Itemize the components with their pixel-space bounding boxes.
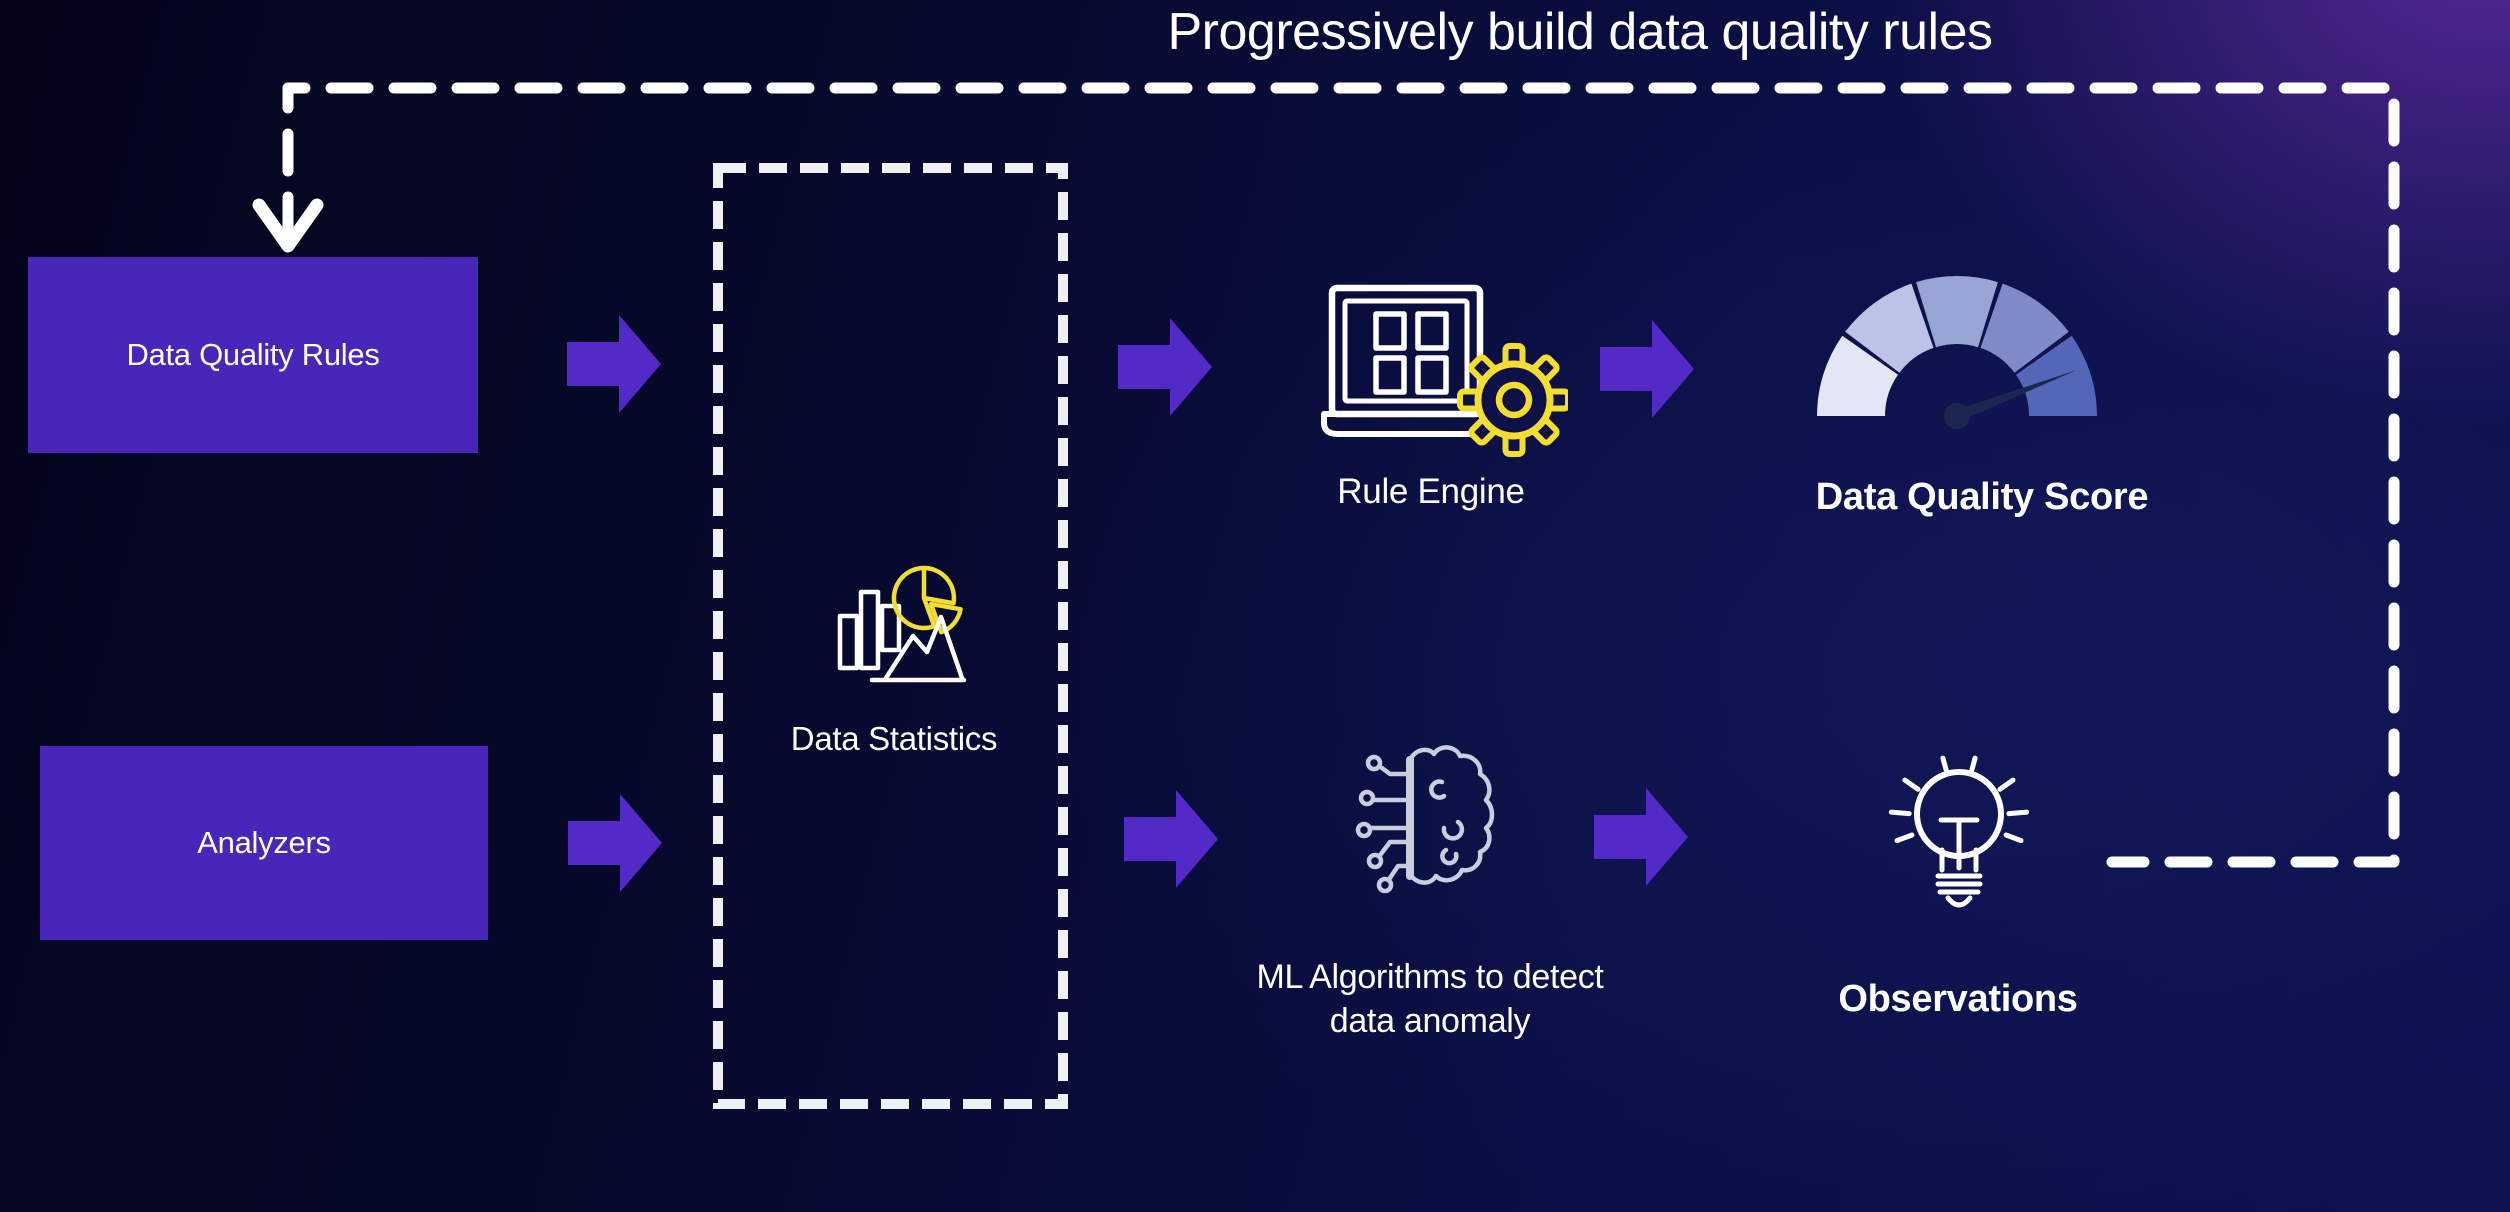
observations-label: Observations [1838,978,2078,1020]
laptop-gear-icon [1321,284,1568,457]
light-rays [1888,755,2030,844]
node-data-quality-rules-label: Data Quality Rules [126,337,380,372]
arrowhead-down-icon [252,198,324,253]
flow-arrow-stats-to-ml [1124,790,1218,888]
gauge-needle [1954,370,2077,422]
gauge-icon [1817,275,2097,429]
rule-engine-label: Rule Engine [1337,472,1525,511]
ml-algorithms-label: ML Algorithms to detect data anomaly [1180,956,1680,1043]
node-data-quality-rules: Data Quality Rules [28,257,478,453]
ml-algorithms-label-line2: data anomaly [1329,1001,1531,1040]
flow-arrow-analyzers-to-stats [568,794,662,892]
ml-algorithms-label-line1: ML Algorithms to detect [1256,958,1604,996]
data-statistics-label: Data Statistics [790,720,998,757]
flow-arrow-stats-to-rule-engine [1118,318,1212,416]
flow-arrow-rules-to-stats [567,315,661,413]
circuit-brain-icon [1355,745,1495,894]
data-statistics-container [713,163,1068,1109]
lightbulb-icon [1888,755,2030,908]
page-title: Progressively build data quality rules [1167,3,1993,61]
gear-icon [1457,343,1568,457]
flow-arrow-ml-to-observations [1594,788,1688,886]
node-analyzers: Analyzers [40,746,488,940]
bar-pie-mountain-chart-icon [837,565,967,683]
flow-arrow-rule-engine-to-score [1600,320,1694,418]
node-analyzers-label: Analyzers [197,825,331,860]
data-quality-score-label: Data Quality Score [1815,476,2149,518]
